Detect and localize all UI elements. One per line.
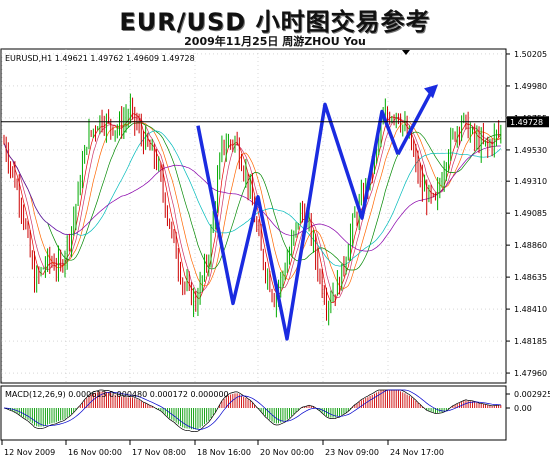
x-tick-label: 18 Nov 16:00 (197, 448, 251, 457)
y-tick-label: 1.47960 (514, 369, 547, 378)
y-tick-label: 1.49980 (514, 82, 547, 91)
candlesticks (3, 93, 502, 326)
x-tick-label: 20 Nov 00:00 (260, 448, 314, 457)
macd-label: MACD(12,26,9) 0.000613 0.000480 0.000172… (5, 390, 229, 399)
symbol-info: EURUSD,H1 1.49621 1.49762 1.49609 1.4972… (5, 54, 195, 63)
arrow-head-icon (424, 84, 438, 99)
y-tick-label: 1.49310 (514, 177, 547, 186)
time-axis: 12 Nov 2009 16 Nov 00:00 17 Nov 08:00 18 No… (1, 440, 444, 457)
y-tick-label: 1.48860 (514, 241, 547, 250)
x-tick-label: 16 Nov 00:00 (68, 448, 122, 457)
y-tick-label: 1.48635 (514, 273, 547, 282)
x-tick-label: 12 Nov 2009 (4, 448, 55, 457)
moving-average-line (3, 120, 501, 289)
current-price-box (507, 116, 549, 128)
y-tick-label: 1.49085 (514, 209, 547, 218)
macd-signal-line (3, 389, 501, 430)
shift-marker-icon (402, 50, 410, 55)
macd-lines (3, 389, 501, 432)
price-grid (1, 49, 506, 383)
x-tick-label: 24 Nov 17:00 (390, 448, 444, 457)
y-tick-label: 1.50205 (514, 50, 547, 59)
zigzag-trend (196, 84, 438, 341)
zigzag-line (196, 102, 400, 341)
x-tick-label: 23 Nov 09:00 (325, 448, 379, 457)
current-price-label: 1.49728 (510, 118, 543, 127)
trend-arrow (396, 89, 434, 155)
macd-tick-label: 0.002925 (514, 390, 550, 399)
x-tick-label: 17 Nov 08:00 (132, 448, 186, 457)
macd-panel (0, 385, 507, 441)
macd-tick-label: 0.00 (514, 404, 532, 413)
chart-title: EUR/USD 小时图交易参考 (119, 8, 431, 36)
macd-main-line (3, 389, 501, 432)
price-axis: 1.502051.499801.497551.495301.493101.490… (506, 50, 550, 413)
y-tick-label: 1.49530 (514, 146, 547, 155)
chart-subtitle: 2009年11月25日 周游ZHOU You (184, 35, 366, 48)
y-tick-label: 1.48185 (514, 337, 547, 346)
y-tick-label: 1.48410 (514, 305, 547, 314)
